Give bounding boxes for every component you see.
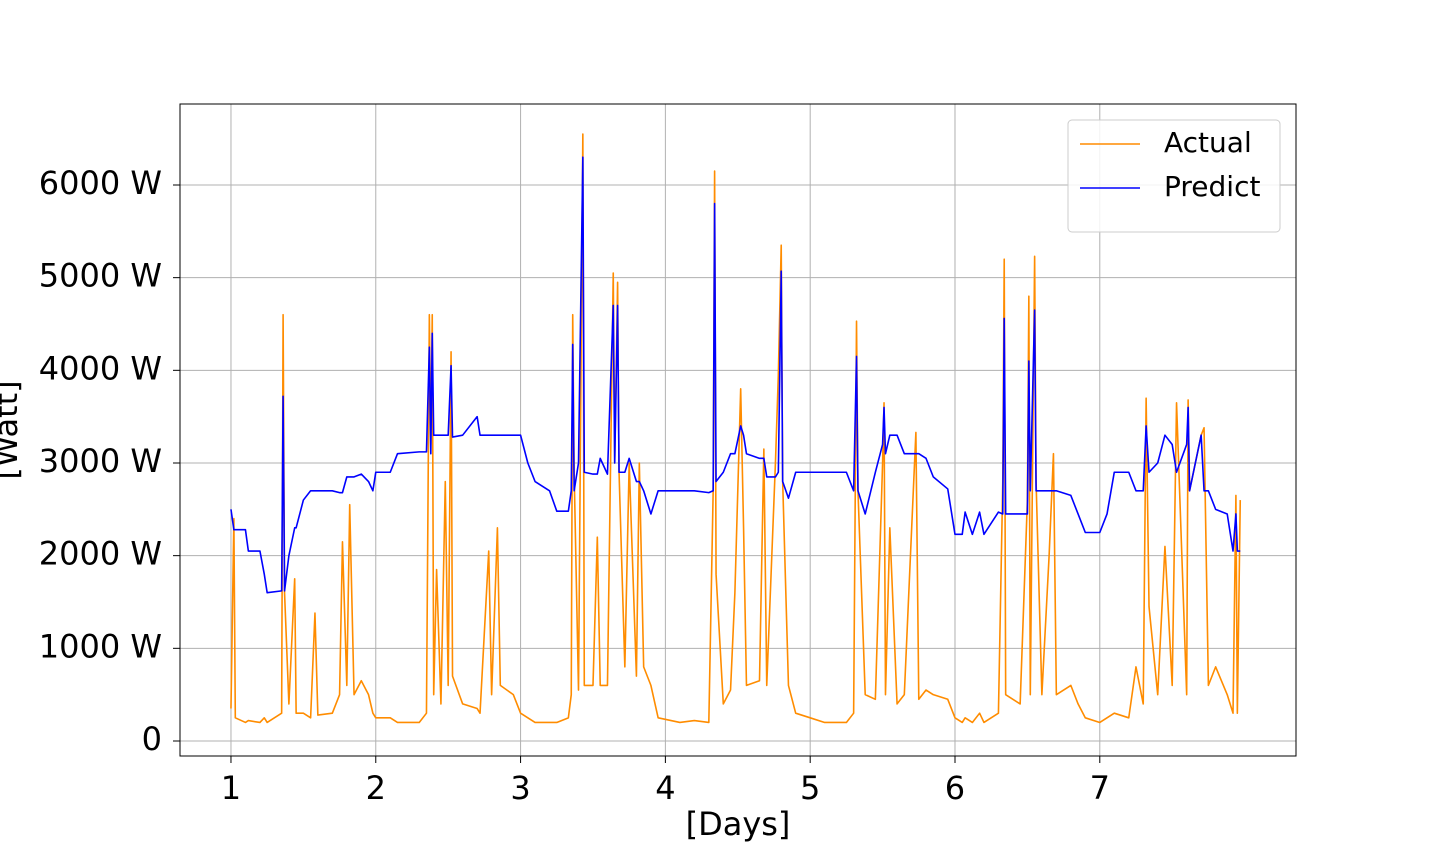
- y-tick-label: 4000 W: [39, 349, 162, 387]
- y-tick-label: 3000 W: [39, 442, 162, 480]
- plot-frame: [179, 103, 1297, 757]
- x-tick-label: 6: [945, 769, 965, 807]
- y-tick-label: 5000 W: [39, 257, 162, 295]
- legend-label: Actual: [1164, 126, 1252, 159]
- x-tick-label: 5: [800, 769, 820, 807]
- series-line: [230, 156, 1241, 594]
- x-tick-label: 1: [221, 769, 241, 807]
- y-tick-label: 6000 W: [39, 164, 162, 202]
- x-tick-label: 7: [1090, 769, 1110, 807]
- legend-box: [1067, 119, 1281, 233]
- x-tick-label: 2: [366, 769, 386, 807]
- x-axis-label: [Days]: [686, 805, 791, 843]
- y-tick-label: 1000 W: [39, 627, 162, 665]
- x-tick-label: 3: [510, 769, 530, 807]
- y-tick-label: 0: [142, 720, 162, 758]
- x-tick-label: 4: [655, 769, 675, 807]
- y-axis-label: [Watt]: [0, 380, 25, 479]
- y-tick-label: 2000 W: [39, 535, 162, 573]
- legend-label: Predict: [1164, 170, 1260, 203]
